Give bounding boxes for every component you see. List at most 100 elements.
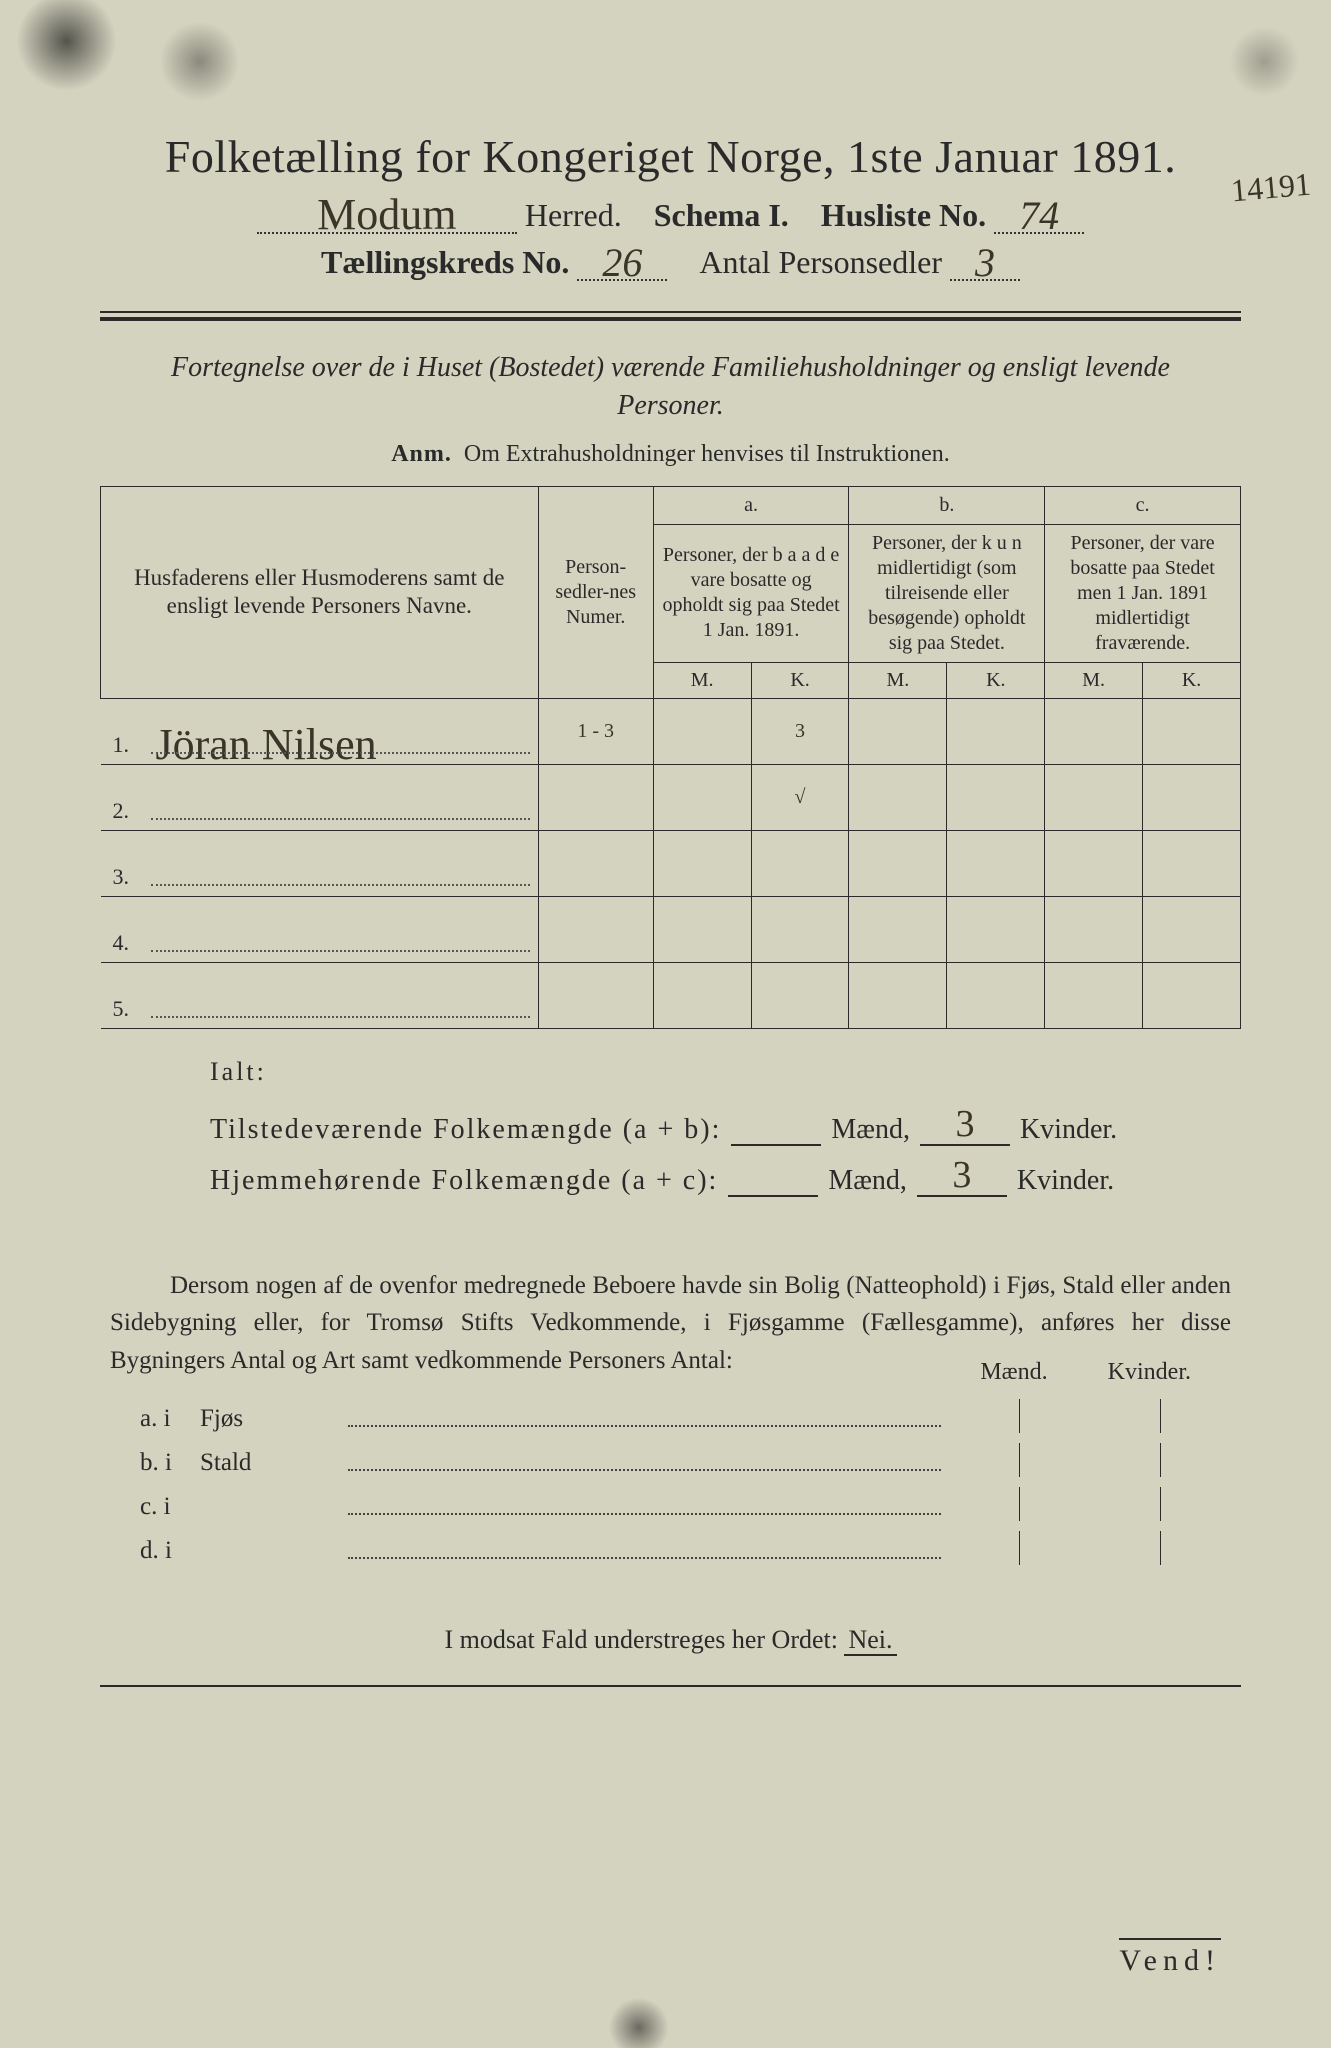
anm-label: Anm. xyxy=(391,441,452,467)
cell-b-m xyxy=(849,698,947,764)
col-header-b-label: b. xyxy=(849,486,1045,524)
cell-c-m xyxy=(1045,698,1143,764)
cell-b-m xyxy=(849,764,947,830)
col-header-name: Husfaderens eller Husmoderens samt de en… xyxy=(101,486,539,698)
sum1-k: 3 xyxy=(920,1109,1010,1146)
vend-label: Vend! xyxy=(1119,1938,1221,1978)
nei-pre: I modsat Fald understreges her Ordet: xyxy=(444,1625,844,1654)
herred-label: Herred. xyxy=(525,197,622,234)
cell-a-m xyxy=(653,896,751,962)
row-index: 4. xyxy=(113,930,130,956)
col-header-c-label: c. xyxy=(1045,486,1241,524)
cell-a-k: 3 xyxy=(751,698,849,764)
cell-a-k xyxy=(751,896,849,962)
col-header-b-text: Personer, der k u n midlertidigt (som ti… xyxy=(849,524,1045,662)
herred-field: Modum xyxy=(257,197,517,234)
cell-c-m xyxy=(1045,896,1143,962)
byg-label: d. i xyxy=(110,1537,200,1565)
byg-label: a. i xyxy=(110,1405,200,1433)
cell-a-m xyxy=(653,764,751,830)
col-c-m: M. xyxy=(1045,662,1143,698)
col-b-m: M. xyxy=(849,662,947,698)
cell-c-m xyxy=(1045,962,1143,1028)
col-b-k: K. xyxy=(947,662,1045,698)
row-name-hw: Jöran Nilsen xyxy=(156,727,377,762)
cell-b-m xyxy=(849,896,947,962)
cell-b-k xyxy=(947,698,1045,764)
kreds-field: 26 xyxy=(577,247,667,281)
antal-label: Antal Personsedler xyxy=(699,244,942,281)
col-header-c-text: Personer, der vare bosatte paa Stedet me… xyxy=(1045,524,1241,662)
col-header-num: Person-sedler-nes Numer. xyxy=(538,486,653,698)
cell-b-m xyxy=(849,830,947,896)
maend-label-2: Mænd, xyxy=(828,1165,907,1197)
ialt-title: Ialt: xyxy=(210,1057,1241,1087)
kreds-label: Tællingskreds No. xyxy=(321,244,569,281)
sum2-label: Hjemmehørende Folkemængde (a + c): xyxy=(210,1165,718,1197)
table-row: 5. xyxy=(101,962,1241,1028)
husliste-field: 74 xyxy=(994,200,1084,234)
kvinder-label-2: Kvinder. xyxy=(1017,1165,1114,1197)
cell-c-m xyxy=(1045,764,1143,830)
byg-hdr-m: Mænd. xyxy=(980,1359,1047,1386)
maend-label: Mænd, xyxy=(831,1114,910,1146)
nei-word: Nei. xyxy=(844,1625,896,1656)
cell-c-k xyxy=(1143,764,1241,830)
row-index: 5. xyxy=(113,996,130,1022)
cell-a-k: √ xyxy=(751,764,849,830)
outbuilding-row: a. iFjøs xyxy=(110,1399,1231,1433)
cell-c-m xyxy=(1045,830,1143,896)
outbuilding-row: b. iStald xyxy=(110,1443,1231,1477)
census-form-page: 14191 Folketælling for Kongeriget Norge,… xyxy=(0,0,1331,2048)
anm-note: Anm. Om Extrahusholdninger henvises til … xyxy=(100,441,1241,468)
cell-num xyxy=(538,896,653,962)
header-line-2: Tællingskreds No. 26 Antal Personsedler … xyxy=(100,244,1241,281)
cell-c-k xyxy=(1143,962,1241,1028)
byg-type: Stald xyxy=(200,1449,340,1477)
sum-line-present: Tilstedeværende Folkemængde (a + b): Mæn… xyxy=(210,1109,1241,1146)
cell-a-m xyxy=(653,698,751,764)
byg-label: b. i xyxy=(110,1449,200,1477)
cell-c-k xyxy=(1143,830,1241,896)
cell-a-k xyxy=(751,962,849,1028)
title-block: Folketælling for Kongeriget Norge, 1ste … xyxy=(100,130,1241,321)
cell-num xyxy=(538,764,653,830)
row-index: 3. xyxy=(113,864,130,890)
cell-b-k xyxy=(947,962,1045,1028)
sum-line-resident: Hjemmehørende Folkemængde (a + c): Mænd,… xyxy=(210,1160,1241,1197)
cell-c-k xyxy=(1143,698,1241,764)
table-row: 4. xyxy=(101,896,1241,962)
byg-hdr-k: Kvinder. xyxy=(1108,1359,1191,1386)
table-row: 1. Jöran Nilsen 1 - 3 3 xyxy=(101,698,1241,764)
cell-b-m xyxy=(849,962,947,1028)
form-subtitle: Fortegnelse over de i Huset (Bostedet) v… xyxy=(140,349,1201,425)
outbuilding-row: c. i xyxy=(110,1487,1231,1521)
census-table: Husfaderens eller Husmoderens samt de en… xyxy=(100,486,1241,1029)
col-header-a-text: Personer, der b a a d e vare bosatte og … xyxy=(653,524,849,662)
cell-num xyxy=(538,830,653,896)
col-a-m: M. xyxy=(653,662,751,698)
cell-b-k xyxy=(947,830,1045,896)
totals-block: Ialt: Tilstedeværende Folkemængde (a + b… xyxy=(210,1057,1241,1197)
table-row: 2. √ xyxy=(101,764,1241,830)
header-line-1: Modum Herred. Schema I. Husliste No. 74 xyxy=(100,197,1241,234)
cell-c-k xyxy=(1143,896,1241,962)
col-header-a-label: a. xyxy=(653,486,849,524)
anm-text: Om Extrahusholdninger henvises til Instr… xyxy=(464,441,950,467)
outbuilding-row: d. i xyxy=(110,1531,1231,1565)
margin-annotation: 14191 xyxy=(1230,172,1312,204)
cell-a-m xyxy=(653,962,751,1028)
row-index: 2. xyxy=(113,798,130,824)
cell-num: 1 - 3 xyxy=(538,698,653,764)
husliste-label: Husliste No. xyxy=(821,197,986,234)
cell-b-k xyxy=(947,896,1045,962)
sum2-k: 3 xyxy=(917,1160,1007,1197)
cell-a-k xyxy=(751,830,849,896)
row-index: 1. xyxy=(113,732,130,758)
sum1-m xyxy=(731,1144,821,1146)
byg-type: Fjøs xyxy=(200,1405,340,1433)
col-a-k: K. xyxy=(751,662,849,698)
sum1-label: Tilstedeværende Folkemængde (a + b): xyxy=(210,1114,721,1146)
col-c-k: K. xyxy=(1143,662,1241,698)
sum2-m xyxy=(728,1195,818,1197)
